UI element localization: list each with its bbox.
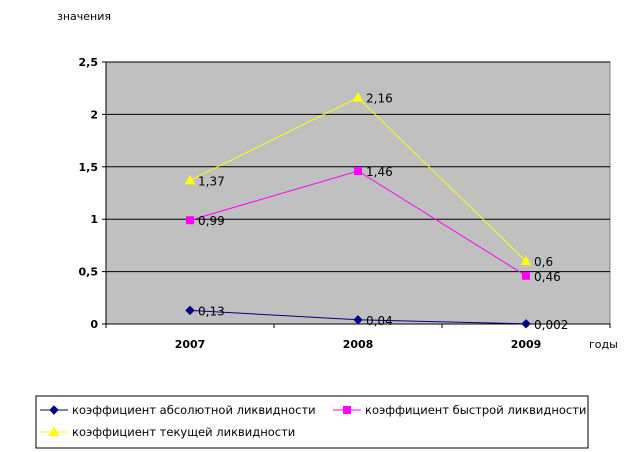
legend-marker [343,406,351,414]
data-label: 1,37 [198,174,225,188]
y-tick-label: 2 [90,108,98,121]
plot-area [105,61,611,325]
y-axis-title: значения [57,10,111,23]
data-label: 0,04 [366,314,393,328]
data-point [522,271,530,280]
data-point [186,216,194,225]
data-label: 1,46 [366,165,393,179]
y-tick-label: 0,5 [79,266,99,279]
data-label: 0,002 [534,318,568,332]
legend-marker [48,426,60,436]
x-axis-title: годы [589,338,618,351]
data-point [184,174,196,185]
y-tick-label: 0 [90,318,98,331]
legend-label: коэффициент быстрой ликвидности [365,403,586,417]
data-point [354,166,362,175]
legend-marker [49,405,59,415]
data-label: 0,46 [534,270,561,284]
data-point [353,315,363,325]
data-point [185,305,195,316]
data-point [352,92,364,102]
legend-label: коэффициент абсолютной ликвидности [72,403,316,417]
x-tick-label: 2008 [343,338,374,351]
data-label: 0,6 [534,255,553,269]
y-tick-label: 1,5 [79,161,99,174]
y-tick-label: 1 [90,213,98,226]
x-tick-label: 2009 [511,338,542,351]
data-point [520,255,532,266]
data-label: 0,99 [198,214,225,228]
data-point [521,319,531,329]
y-tick-label: 2,5 [79,56,99,69]
data-label: 2,16 [366,92,393,106]
legend-label: коэффициент текущей ликвидности [72,425,295,439]
legend-box [35,395,589,449]
x-tick-label: 2007 [175,338,206,351]
data-label: 0,13 [198,304,225,318]
